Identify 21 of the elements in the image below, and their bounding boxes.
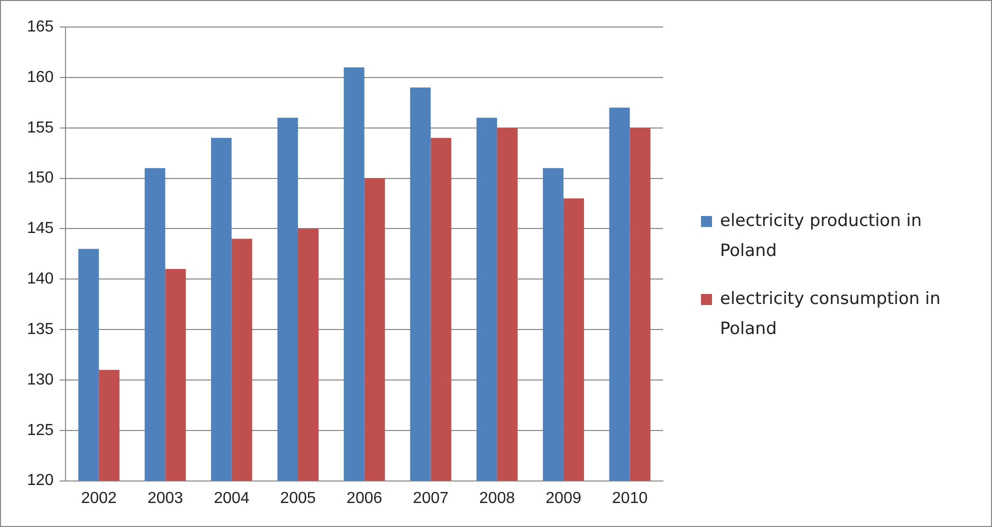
x-tick-label: 2009 xyxy=(546,490,582,507)
x-tick-label: 2007 xyxy=(412,490,449,507)
y-tick-label: 160 xyxy=(26,68,54,86)
y-tick-label: 125 xyxy=(26,422,54,439)
x-tick-label: 2003 xyxy=(147,490,184,507)
y-tick-label: 140 xyxy=(26,270,54,288)
x-tick-label: 2004 xyxy=(214,490,250,507)
x-tick-label: 2010 xyxy=(612,490,648,507)
x-tick-label: 2006 xyxy=(346,490,382,507)
y-tick-label: 120 xyxy=(26,472,54,490)
y-tick-label: 165 xyxy=(26,18,54,36)
y-tick-label: 155 xyxy=(26,119,54,136)
y-tick-label: 130 xyxy=(26,371,54,388)
y-tick-label: 135 xyxy=(26,320,54,338)
legend-label: electricity production in Poland xyxy=(720,210,923,263)
x-tick-label: 2008 xyxy=(479,490,515,507)
y-tick-label: 145 xyxy=(26,220,54,238)
y-tick-label: 150 xyxy=(26,170,54,187)
legend-label: electricity consumption in Poland xyxy=(720,288,942,341)
x-tick-label: 2002 xyxy=(81,490,117,507)
x-tick-label: 2005 xyxy=(280,490,316,507)
